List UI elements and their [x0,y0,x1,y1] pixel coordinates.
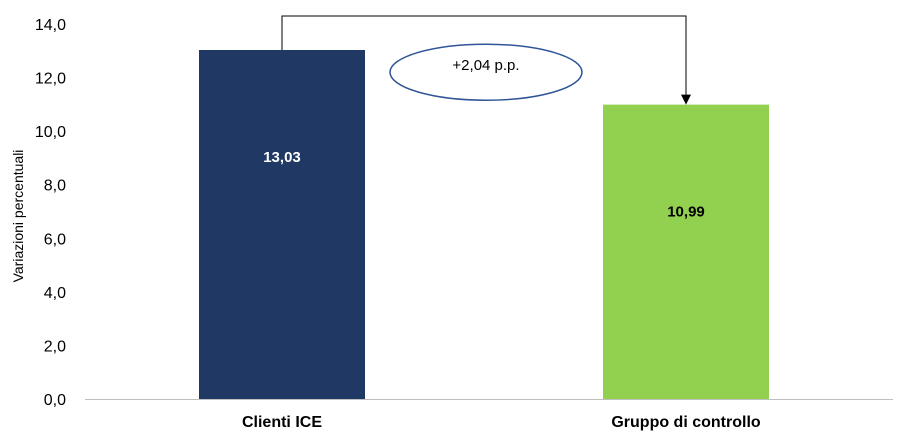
y-axis-ticks: 0,0 2,0 4,0 6,0 8,0 10,0 12,0 14,0 [35,17,66,409]
bars: 13,03 10,99 [199,49,769,399]
category-label: Gruppo di controllo [611,414,761,431]
arrowhead-icon [681,94,691,105]
difference-ellipse [389,43,583,101]
bar-value-label: 13,03 [263,149,301,166]
category-labels: Clienti ICE Gruppo di controllo [242,414,761,431]
category-label: Clienti ICE [242,414,322,431]
bar [603,104,769,399]
y-tick-label: 4,0 [44,285,66,302]
bar-value-label: 10,99 [667,204,705,221]
y-tick-label: 12,0 [35,71,66,88]
difference-bracket [281,15,687,96]
y-tick-label: 0,0 [44,392,66,409]
y-tick-label: 6,0 [44,231,66,248]
difference-annotation: +2,04 p.p. [281,15,691,105]
difference-label: +2,04 p.p. [452,57,519,74]
y-tick-label: 8,0 [44,178,66,195]
y-tick-label: 14,0 [35,17,66,34]
y-tick-label: 2,0 [44,338,66,355]
y-axis-title: Variazioni percentuali [10,150,26,283]
y-tick-label: 10,0 [35,124,66,141]
bar [199,49,365,399]
